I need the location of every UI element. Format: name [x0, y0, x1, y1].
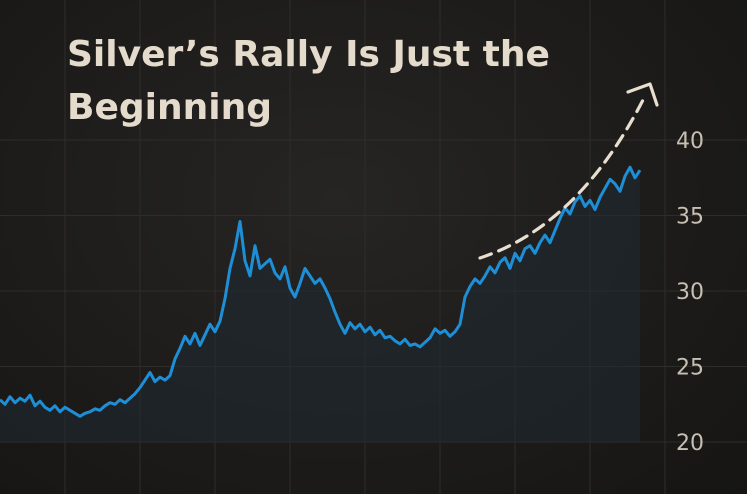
- y-tick-label: 20: [676, 431, 704, 456]
- y-tick-label: 35: [676, 205, 704, 230]
- y-axis-ticks: 20 25 30 35 40: [676, 129, 704, 456]
- chart-title: Silver’s Rally Is Just the Beginning: [67, 34, 550, 128]
- y-tick-label: 40: [676, 129, 704, 154]
- price-line-series: [0, 165, 642, 418]
- dashed-arrow-annotation: [478, 82, 659, 260]
- y-tick-label: 30: [676, 280, 704, 305]
- y-tick-label: 25: [676, 356, 704, 381]
- dashed-arrow-curve: [478, 94, 647, 260]
- chart-title-line-1: Silver’s Rally Is Just the: [67, 34, 550, 75]
- price-area: [0, 167, 640, 442]
- arrow-head-icon: [626, 82, 659, 107]
- chart-title-line-2: Beginning: [67, 87, 272, 128]
